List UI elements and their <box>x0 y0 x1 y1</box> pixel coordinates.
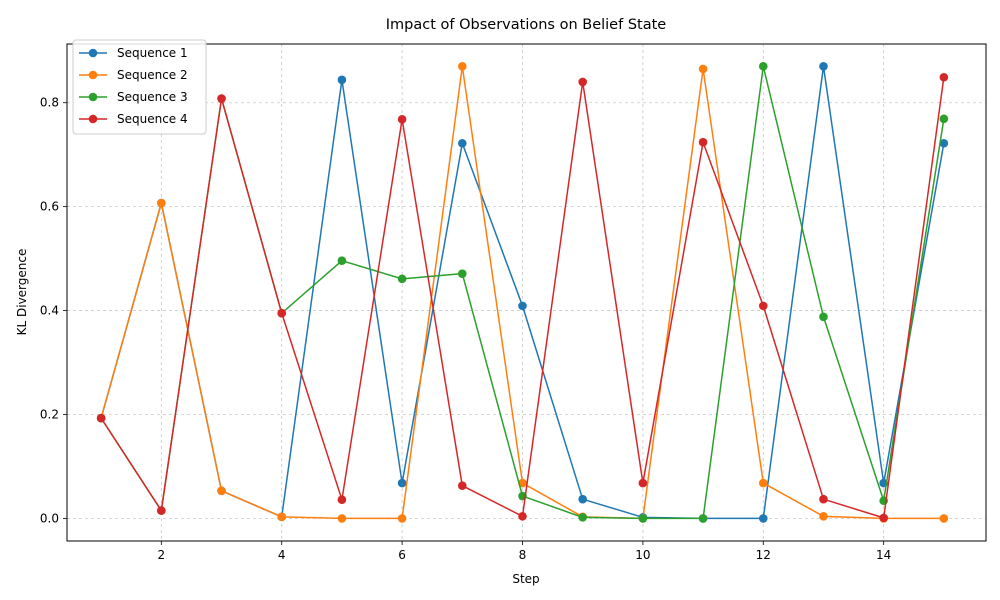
legend: Sequence 1 Sequence 2 Sequence 3 Sequence 4 <box>72 39 207 135</box>
legend-item: Sequence 4 <box>79 112 188 126</box>
data-point <box>578 494 587 504</box>
data-point <box>337 75 347 85</box>
data-point <box>157 506 166 515</box>
data-point <box>758 514 768 523</box>
y-tick-label: 0.6 <box>40 200 59 214</box>
ticks: 2 4 6 8 10 12 14 0.0 0.2 0.4 0.6 0.8 <box>40 96 891 562</box>
data-point <box>397 274 407 284</box>
x-tick-label: 8 <box>519 548 527 562</box>
data-point <box>217 486 226 496</box>
data-point <box>458 138 467 148</box>
data-point <box>819 494 828 504</box>
legend-label: Sequence 3 <box>117 90 188 104</box>
x-tick-label: 4 <box>278 548 286 562</box>
data-point <box>638 514 648 523</box>
data-point <box>819 62 828 71</box>
data-point <box>698 514 708 523</box>
y-tick-label: 0.8 <box>40 96 59 110</box>
x-tick-label: 12 <box>756 548 771 562</box>
x-tick-label: 6 <box>398 548 406 562</box>
data-point <box>758 478 768 488</box>
data-point <box>758 301 768 311</box>
data-point <box>397 514 407 523</box>
data-point <box>458 62 467 71</box>
data-point <box>337 495 347 504</box>
data-point <box>277 308 287 318</box>
x-axis-label: Step <box>512 572 539 586</box>
data-point <box>277 512 287 522</box>
data-point <box>397 478 407 488</box>
data-point <box>758 62 768 71</box>
legend-marker <box>88 92 98 102</box>
data-point <box>458 481 467 490</box>
legend-item: Sequence 2 <box>79 68 188 82</box>
y-axis-label: KL Divergence <box>15 249 29 336</box>
data-point <box>698 64 708 74</box>
data-point <box>458 269 467 278</box>
data-point <box>518 301 527 311</box>
legend-marker <box>88 70 98 80</box>
grid <box>67 44 986 541</box>
data-point <box>96 413 106 423</box>
data-point <box>337 256 347 265</box>
data-point <box>939 514 949 523</box>
legend-item: Sequence 3 <box>79 90 188 104</box>
data-point <box>939 114 949 124</box>
plot-frame <box>66 43 987 542</box>
data-point <box>578 513 587 522</box>
legend-label: Sequence 4 <box>117 112 188 126</box>
x-tick-label: 10 <box>635 548 650 562</box>
data-point <box>397 115 407 124</box>
legend-label: Sequence 1 <box>117 46 188 60</box>
data-point <box>337 514 347 523</box>
legend-marker <box>88 114 98 124</box>
y-tick-label: 0.4 <box>40 304 59 318</box>
series-4 <box>96 72 949 523</box>
data-point <box>217 94 226 103</box>
legend-label: Sequence 2 <box>117 68 188 82</box>
data-point <box>698 137 708 147</box>
y-tick-label: 0.0 <box>40 511 59 525</box>
data-point <box>638 478 648 488</box>
series-layer <box>96 62 949 523</box>
x-tick-label: 2 <box>158 548 166 562</box>
y-tick-label: 0.2 <box>40 407 59 421</box>
data-point <box>578 77 587 87</box>
x-tick-label: 14 <box>876 548 891 562</box>
data-point <box>819 312 828 322</box>
data-point <box>518 478 527 488</box>
data-point <box>939 72 949 82</box>
data-point <box>518 512 527 521</box>
legend-item: Sequence 1 <box>79 46 188 60</box>
data-point <box>157 198 166 208</box>
chart-title: Impact of Observations on Belief State <box>386 17 666 33</box>
data-point <box>879 513 888 523</box>
data-point <box>819 512 828 521</box>
legend-box <box>72 39 207 135</box>
legend-marker <box>88 48 98 58</box>
data-point <box>939 138 949 148</box>
